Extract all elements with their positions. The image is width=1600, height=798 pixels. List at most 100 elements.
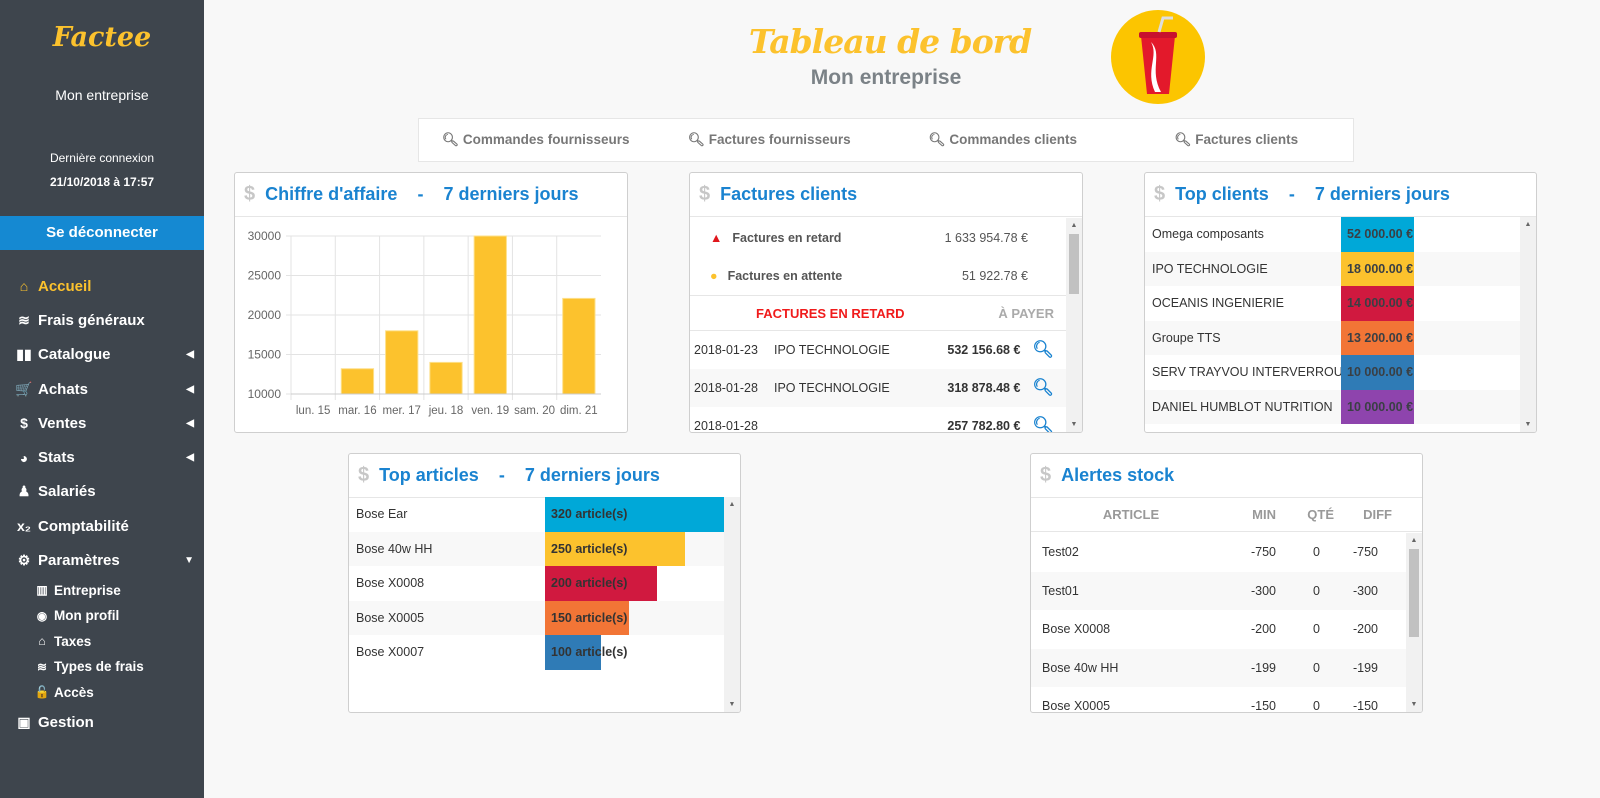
client-row[interactable]: OCEANIS INGENIERIE 14 000.00 €	[1145, 286, 1520, 321]
client-name: SERV TRAYVOU INTERVERROUI...	[1152, 365, 1341, 380]
sidebar-subitem-label: Accès	[54, 684, 94, 700]
sidebar-subitem-label: Types de frais	[54, 659, 144, 675]
sidebar-item-label: Comptabilité	[38, 517, 129, 535]
page-subtitle: Mon entreprise	[810, 66, 962, 89]
client-row[interactable]: SERV TRAYVOU INTERVERROUI... 10 000.00 €	[1145, 355, 1520, 390]
stock-qty: 0	[1313, 699, 1320, 713]
article-bar	[545, 600, 629, 635]
user-tie-icon: ♟	[17, 483, 31, 500]
sidebar-item-gestion[interactable]: ▣ Gestion	[0, 705, 204, 739]
sidebar-item-fraisgnraux[interactable]: ≋ Frais généraux	[0, 303, 204, 337]
client-row[interactable]: Groupe TTS 13 200.00 €	[1145, 320, 1520, 355]
scrollbar[interactable]: ▲ ▼	[1066, 218, 1082, 432]
sidebar-item-salaris[interactable]: ♟ Salariés	[0, 475, 204, 509]
client-name: OCEANIS INGENIERIE	[1152, 296, 1284, 311]
search-icon[interactable]: 🔍︎	[1032, 378, 1054, 397]
sidebar-subitem[interactable]: ▥ Entreprise	[0, 578, 204, 604]
search-icon: 🔍︎	[687, 132, 709, 147]
article-row[interactable]: Bose X0008 200 article(s)	[349, 566, 724, 601]
dollar-icon: $	[1154, 183, 1166, 205]
warning-icon: ▲	[710, 230, 723, 245]
article-row[interactable]: Bose X0007 100 article(s)	[349, 635, 724, 670]
stock-row[interactable]: Bose 40w HH -199 0 -199	[1031, 648, 1406, 687]
article-name: Bose 40w HH	[356, 541, 433, 556]
scrollbar[interactable]: ▲ ▼	[1520, 217, 1536, 432]
bar-jeu. 18[interactable]	[429, 361, 463, 395]
client-row[interactable]: DANIEL HUMBLOT NUTRITION 10 000.00 €	[1145, 389, 1520, 424]
sidebar-item-accueil[interactable]: ⌂ Accueil	[0, 269, 204, 303]
article-row[interactable]: Bose Ear 320 article(s)	[349, 497, 724, 532]
panel-header: $ Factures clients	[690, 173, 1082, 217]
chevron-left-icon: ◀	[186, 383, 194, 395]
brand-logo[interactable]: Factee	[52, 22, 152, 53]
invoice-row[interactable]: 2018-01-23 IPO TECHNOLOGIE 532 156.68 € 🔍︎	[690, 331, 1066, 369]
clock-icon: ●	[710, 269, 718, 283]
invoice-amount: 257 782.80 €	[947, 419, 1021, 433]
dollar-icon: $	[244, 183, 256, 205]
article-name: Bose X0005	[356, 610, 425, 625]
submenu-icon: 🔓	[34, 685, 50, 700]
chevron-left-icon: ◀	[186, 452, 194, 464]
article-count: 320 article(s)	[551, 507, 628, 522]
coins-icon: ≋	[18, 311, 30, 328]
sidebar-item-comptabilit[interactable]: x₂ Comptabilité	[0, 509, 204, 543]
sidebar-subitem[interactable]: ≋ Types de frais	[0, 654, 204, 680]
bar-mar. 16[interactable]	[340, 368, 375, 395]
sidebar-item-label: Stats	[38, 449, 75, 467]
search-icon: 🔍︎	[442, 132, 463, 147]
sidebar: Factee Mon entreprise Dernière connexion…	[0, 0, 204, 798]
sidebar-item-achats[interactable]: 🛒 Achats ◀	[0, 372, 204, 406]
invoice-row[interactable]: 2018-01-28 257 782.80 € 🔍︎	[690, 407, 1066, 433]
client-invoices-panel: $ Factures clients ▲ Factures en retard 1 6…	[689, 172, 1083, 433]
sidebar-subitem[interactable]: ◉ Mon profil	[0, 603, 204, 629]
y-tick-label: 20000	[248, 308, 282, 322]
scrollbar[interactable]: ▲ ▼	[1406, 533, 1422, 712]
stock-qty: 0	[1313, 622, 1320, 637]
y-tick-label: 10000	[248, 387, 282, 401]
submenu-icon: ⌂	[38, 634, 46, 649]
late-invoices-summary[interactable]: ▲ Factures en retard 1 633 954.78 €	[710, 230, 1028, 245]
invoice-row[interactable]: 2018-01-28 IPO TECHNOLOGIE 318 878.48 € 🔍︎	[690, 369, 1066, 407]
pending-invoices-summary[interactable]: ● Factures en attente 51 922.78 €	[690, 257, 1066, 296]
stock-alerts-panel: $ Alertes stock ARTICLE MIN QTÉ DIFF Test…	[1030, 453, 1423, 713]
article-row[interactable]: Bose X0005 150 article(s)	[349, 600, 724, 635]
stock-row[interactable]: Test01 -300 0 -300	[1031, 571, 1406, 610]
cart-icon: 🛒	[15, 380, 33, 397]
submenu-icon: ◉	[36, 608, 48, 623]
stock-table-body: Test02 -750 0 -750 Test01 -300 0 -300 Bose X0008…	[1031, 533, 1406, 713]
client-row[interactable]: Omega composants 52 000.00 €	[1145, 217, 1520, 252]
client-row[interactable]: IPO TECHNOLOGIE 18 000.00 €	[1145, 251, 1520, 286]
cup-logo-icon	[1111, 10, 1205, 104]
search-client-invoices[interactable]: 🔍︎ Factures clients	[1174, 132, 1299, 147]
top-articles-list: Bose Ear 320 article(s) Bose 40w HH 250 art…	[349, 497, 724, 670]
bar-mer. 17[interactable]	[385, 330, 419, 395]
sidebar-item-label: Salariés	[38, 483, 96, 501]
scrollbar[interactable]: ▲ ▼	[724, 497, 740, 712]
sidebar-subitem[interactable]: ⌂ Taxes	[0, 629, 204, 655]
search-supplier-orders[interactable]: 🔍︎ Commandes fournisseurs	[442, 132, 630, 147]
search-supplier-invoices[interactable]: 🔍︎ Factures fournisseurs	[687, 132, 851, 147]
x-tick-label: mar. 16	[338, 405, 376, 417]
stock-diff: -750	[1352, 545, 1378, 560]
stock-table-header: ARTICLE MIN QTÉ DIFF	[1031, 498, 1422, 532]
stock-row[interactable]: Bose X0008 -200 0 -200	[1031, 610, 1406, 649]
stock-article: Bose X0005	[1042, 699, 1111, 713]
sidebar-item-ventes[interactable]: $ Ventes ◀	[0, 406, 204, 440]
sidebar-subitem[interactable]: 🔓 Accès	[0, 680, 204, 706]
article-row[interactable]: Bose 40w HH 250 article(s)	[349, 531, 724, 566]
logout-button[interactable]: Se déconnecter	[0, 216, 204, 250]
bar-dim. 21[interactable]	[562, 297, 596, 395]
search-icon[interactable]: 🔍︎	[1032, 416, 1054, 433]
bar-ven. 19[interactable]	[473, 235, 507, 395]
search-client-orders[interactable]: 🔍︎ Commandes clients	[928, 132, 1077, 147]
sidebar-item-label: Frais généraux	[38, 311, 145, 329]
stock-row[interactable]: Test02 -750 0 -750	[1031, 533, 1406, 572]
stock-diff: -200	[1352, 622, 1378, 637]
sidebar-item-paramtres[interactable]: ⚙ Paramètres ▼	[0, 543, 204, 577]
search-icon[interactable]: 🔍︎	[1032, 340, 1054, 359]
stock-min: -150	[1250, 699, 1276, 713]
stock-row[interactable]: Bose X0005 -150 0 -150	[1031, 687, 1406, 713]
sidebar-item-stats[interactable]: ◕ Stats ◀	[0, 440, 204, 474]
sidebar-item-catalogue[interactable]: ▮▮ Catalogue ◀	[0, 338, 204, 372]
article-count: 100 article(s)	[551, 645, 628, 660]
